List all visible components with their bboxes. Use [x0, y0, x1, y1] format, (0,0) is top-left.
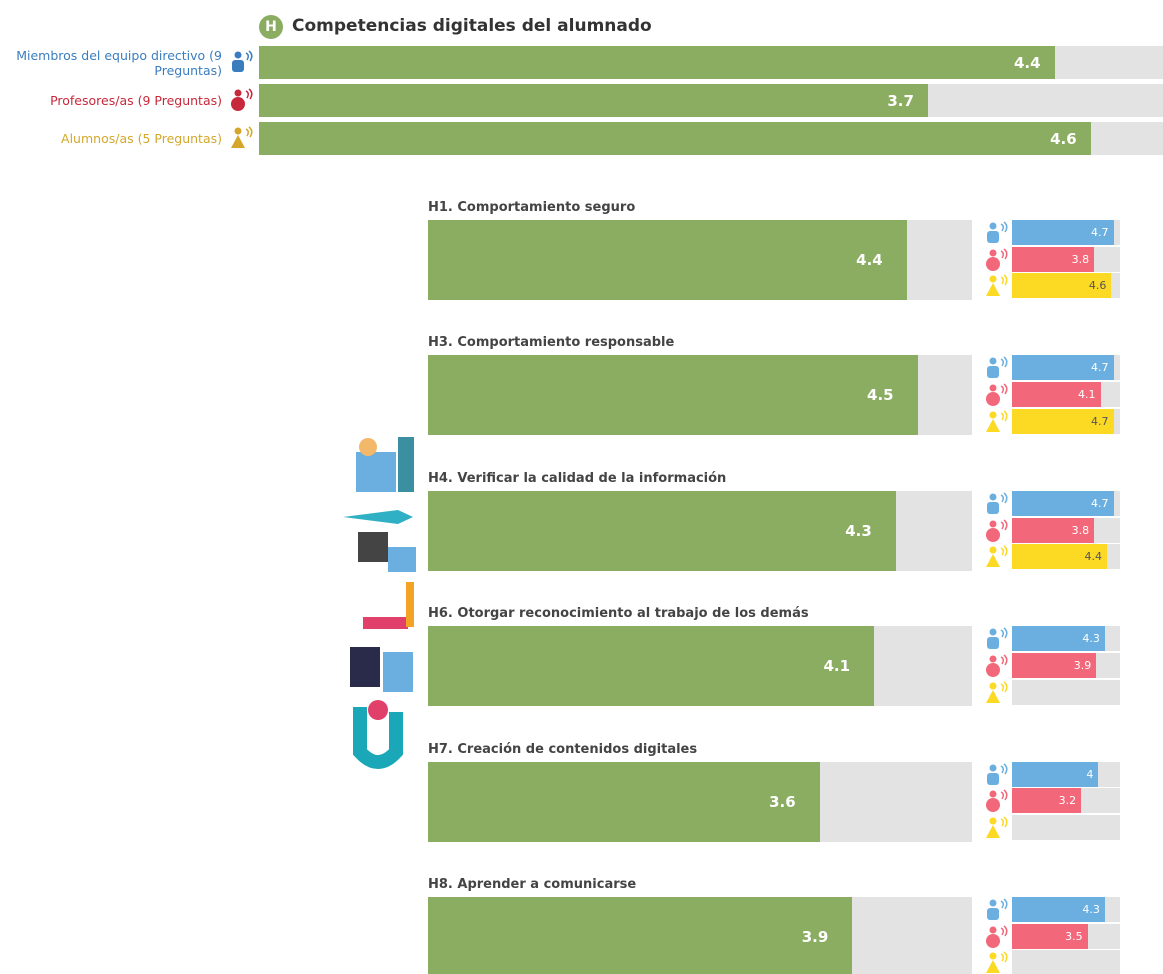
breakdown-bar [1012, 490, 1114, 516]
bar-value-label: 4.6 [1050, 129, 1077, 148]
bar-value-label: 3.7 [887, 91, 914, 110]
section-title: Competencias digitales del alumnado [292, 16, 652, 36]
bar-value-label: 4.1 [823, 657, 851, 676]
role-icon [986, 518, 1008, 542]
bar [428, 490, 896, 571]
bar [428, 626, 875, 707]
bar [428, 897, 853, 974]
role-icon [232, 50, 253, 72]
role-icon [986, 654, 1008, 677]
breakdown-value-label: 4.4 [1084, 550, 1103, 564]
role-icon [986, 816, 1008, 838]
role-label: Profesores/as (9 Preguntas) [50, 92, 222, 108]
breakdown-value-label: 3.8 [1071, 523, 1090, 537]
item-title: H1. Comportamiento seguro [428, 200, 636, 215]
item-title: H7. Creación de contenidos digitales [428, 741, 698, 757]
role-icon [986, 789, 1008, 813]
breakdown-bar [1012, 246, 1095, 272]
breakdown-value-label: 4.7 [1091, 414, 1109, 428]
breakdown-bar [1012, 652, 1097, 678]
role-label: Alumnos/as (5 Preguntas) [61, 130, 222, 146]
breakdown-value-label: 4.3 [1082, 903, 1100, 916]
illustration [343, 437, 416, 769]
breakdown-bar [1012, 408, 1114, 434]
breakdown-bar [1012, 220, 1114, 245]
breakdown-bar [1012, 626, 1105, 652]
breakdown-value-label: 3.2 [1058, 794, 1077, 808]
breakdown-bar [1012, 761, 1099, 787]
bar-value-label: 4.4 [1013, 53, 1041, 72]
bar [259, 122, 1091, 155]
bar [428, 355, 918, 436]
breakdown-value-label: 4.6 [1088, 279, 1107, 293]
breakdown-value-label: 3.5 [1065, 929, 1083, 943]
breakdown-bar [1012, 273, 1112, 299]
bar [428, 220, 907, 300]
breakdown-track [1012, 679, 1120, 705]
role-icon [987, 898, 1008, 920]
item-title: H8. Aprender a comunicarse [428, 877, 637, 892]
breakdown-bar [1012, 355, 1114, 381]
role-label: Miembros del equipo directivo (9 Pregunt… [16, 47, 222, 78]
section-badge: H [265, 19, 277, 35]
role-icon [987, 763, 1008, 785]
bar [259, 84, 928, 117]
breakdown-value-label: 4 [1086, 767, 1094, 781]
breakdown-value-label: 4.3 [1082, 632, 1100, 646]
breakdown-bar [1012, 382, 1101, 408]
role-icon [986, 681, 1008, 703]
breakdown-value-label: 4.7 [1091, 226, 1109, 239]
bar-value-label: 3.6 [769, 792, 796, 811]
breakdown-bar [1012, 517, 1095, 543]
breakdown-track [1012, 815, 1120, 840]
role-icon [986, 951, 1008, 974]
breakdown-value-label: 3.9 [1073, 658, 1092, 672]
bar [259, 46, 1055, 79]
breakdown-bar [1012, 897, 1105, 922]
bar [428, 761, 820, 842]
section-badge-circle [259, 15, 283, 39]
role-icon [987, 221, 1008, 243]
bar-value-label: 4.5 [867, 386, 894, 405]
role-icon [231, 126, 253, 148]
breakdown-bar [1012, 544, 1108, 570]
bar-value-label: 4.3 [845, 521, 872, 540]
item-title: H4. Verificar la calidad de la informaci… [428, 470, 727, 486]
breakdown-value-label: 4.7 [1091, 361, 1109, 375]
breakdown-value-label: 3.8 [1071, 252, 1090, 266]
role-icon [987, 627, 1008, 650]
role-icon [987, 492, 1008, 514]
breakdown-bar [1012, 788, 1082, 814]
role-icon [986, 925, 1008, 948]
item-title: H6. Otorgar reconocimiento al trabajo de… [428, 606, 809, 622]
breakdown-bar [1012, 923, 1088, 949]
bar-value-label: 4.4 [856, 251, 883, 269]
role-icon [231, 88, 253, 111]
breakdown-track [1012, 950, 1120, 974]
role-icon [987, 356, 1008, 379]
breakdown-value-label: 4.7 [1091, 496, 1109, 510]
role-icon [986, 248, 1008, 271]
role-icon [986, 383, 1008, 407]
role-icon [986, 545, 1008, 568]
role-icon [986, 410, 1008, 432]
item-title: H3. Comportamiento responsable [428, 335, 675, 351]
role-icon [986, 274, 1008, 297]
breakdown-value-label: 4.1 [1078, 388, 1096, 402]
bar-value-label: 3.9 [801, 928, 829, 946]
